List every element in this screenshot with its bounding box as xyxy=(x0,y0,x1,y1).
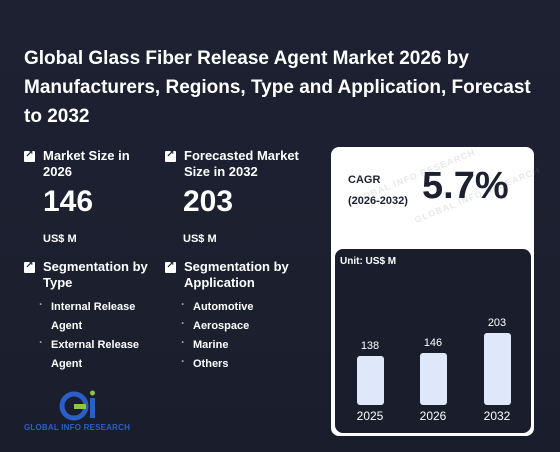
market-size-label: Market Size in 2026 xyxy=(43,148,130,179)
bar-2026 xyxy=(419,353,447,405)
cagr-value: 5.7% xyxy=(422,165,509,207)
bar-category-label: 2025 xyxy=(356,409,384,423)
cagr-label-line2: (2026-2032) xyxy=(348,195,408,207)
arrow-up-right-icon xyxy=(165,259,176,273)
list-item: Marine xyxy=(179,333,299,355)
market-size-unit: US$ M xyxy=(43,233,77,245)
logo-text: GLOBAL INFO RESEARCH xyxy=(24,423,131,432)
cagr-label: CAGR (2026-2032) xyxy=(348,170,408,212)
bar-value-label: 203 xyxy=(487,317,507,329)
bar-category-label: 2026 xyxy=(419,409,447,423)
arrow-up-right-icon xyxy=(24,259,35,273)
bar-value-label: 146 xyxy=(423,337,443,349)
arrow-up-right-icon xyxy=(165,148,176,162)
list-item: Automotive xyxy=(179,295,299,317)
list-item: External Release Agent xyxy=(37,333,147,374)
forecast-size-value: 203 xyxy=(183,185,234,218)
forecast-size-unit: US$ M xyxy=(183,233,217,245)
segmentation-application-list: Automotive Aerospace Marine Others xyxy=(179,295,299,374)
arrow-up-right-icon xyxy=(24,148,35,162)
segmentation-application-label: Segmentation by Application xyxy=(184,259,289,290)
forecast-size-label: Forecasted Market Size in 2032 xyxy=(184,148,299,179)
chart-unit-label: Unit: US$ M xyxy=(340,256,397,267)
segmentation-type-header: Segmentation by Type xyxy=(24,259,153,291)
bar-2025 xyxy=(356,356,384,405)
list-item: Others xyxy=(179,352,299,374)
market-size-value: 146 xyxy=(43,185,94,218)
bar-2032 xyxy=(483,333,511,405)
list-item: Internal Release Agent xyxy=(37,295,147,336)
market-size-header: Market Size in 2026 xyxy=(24,148,143,180)
bar-value-label: 138 xyxy=(360,340,380,352)
cagr-label-line1: CAGR xyxy=(348,174,381,186)
page-title: Global Glass Fiber Release Agent Market … xyxy=(24,48,531,127)
forecast-size-header: Forecasted Market Size in 2032 xyxy=(165,148,324,180)
global-info-research-logo xyxy=(59,390,95,421)
segmentation-application-header: Segmentation by Application xyxy=(165,259,294,291)
bar-category-label: 2032 xyxy=(483,409,511,423)
list-item: Aerospace xyxy=(179,314,299,336)
segmentation-type-list: Internal Release Agent External Release … xyxy=(37,295,147,374)
segmentation-type-label: Segmentation by Type xyxy=(43,259,148,290)
